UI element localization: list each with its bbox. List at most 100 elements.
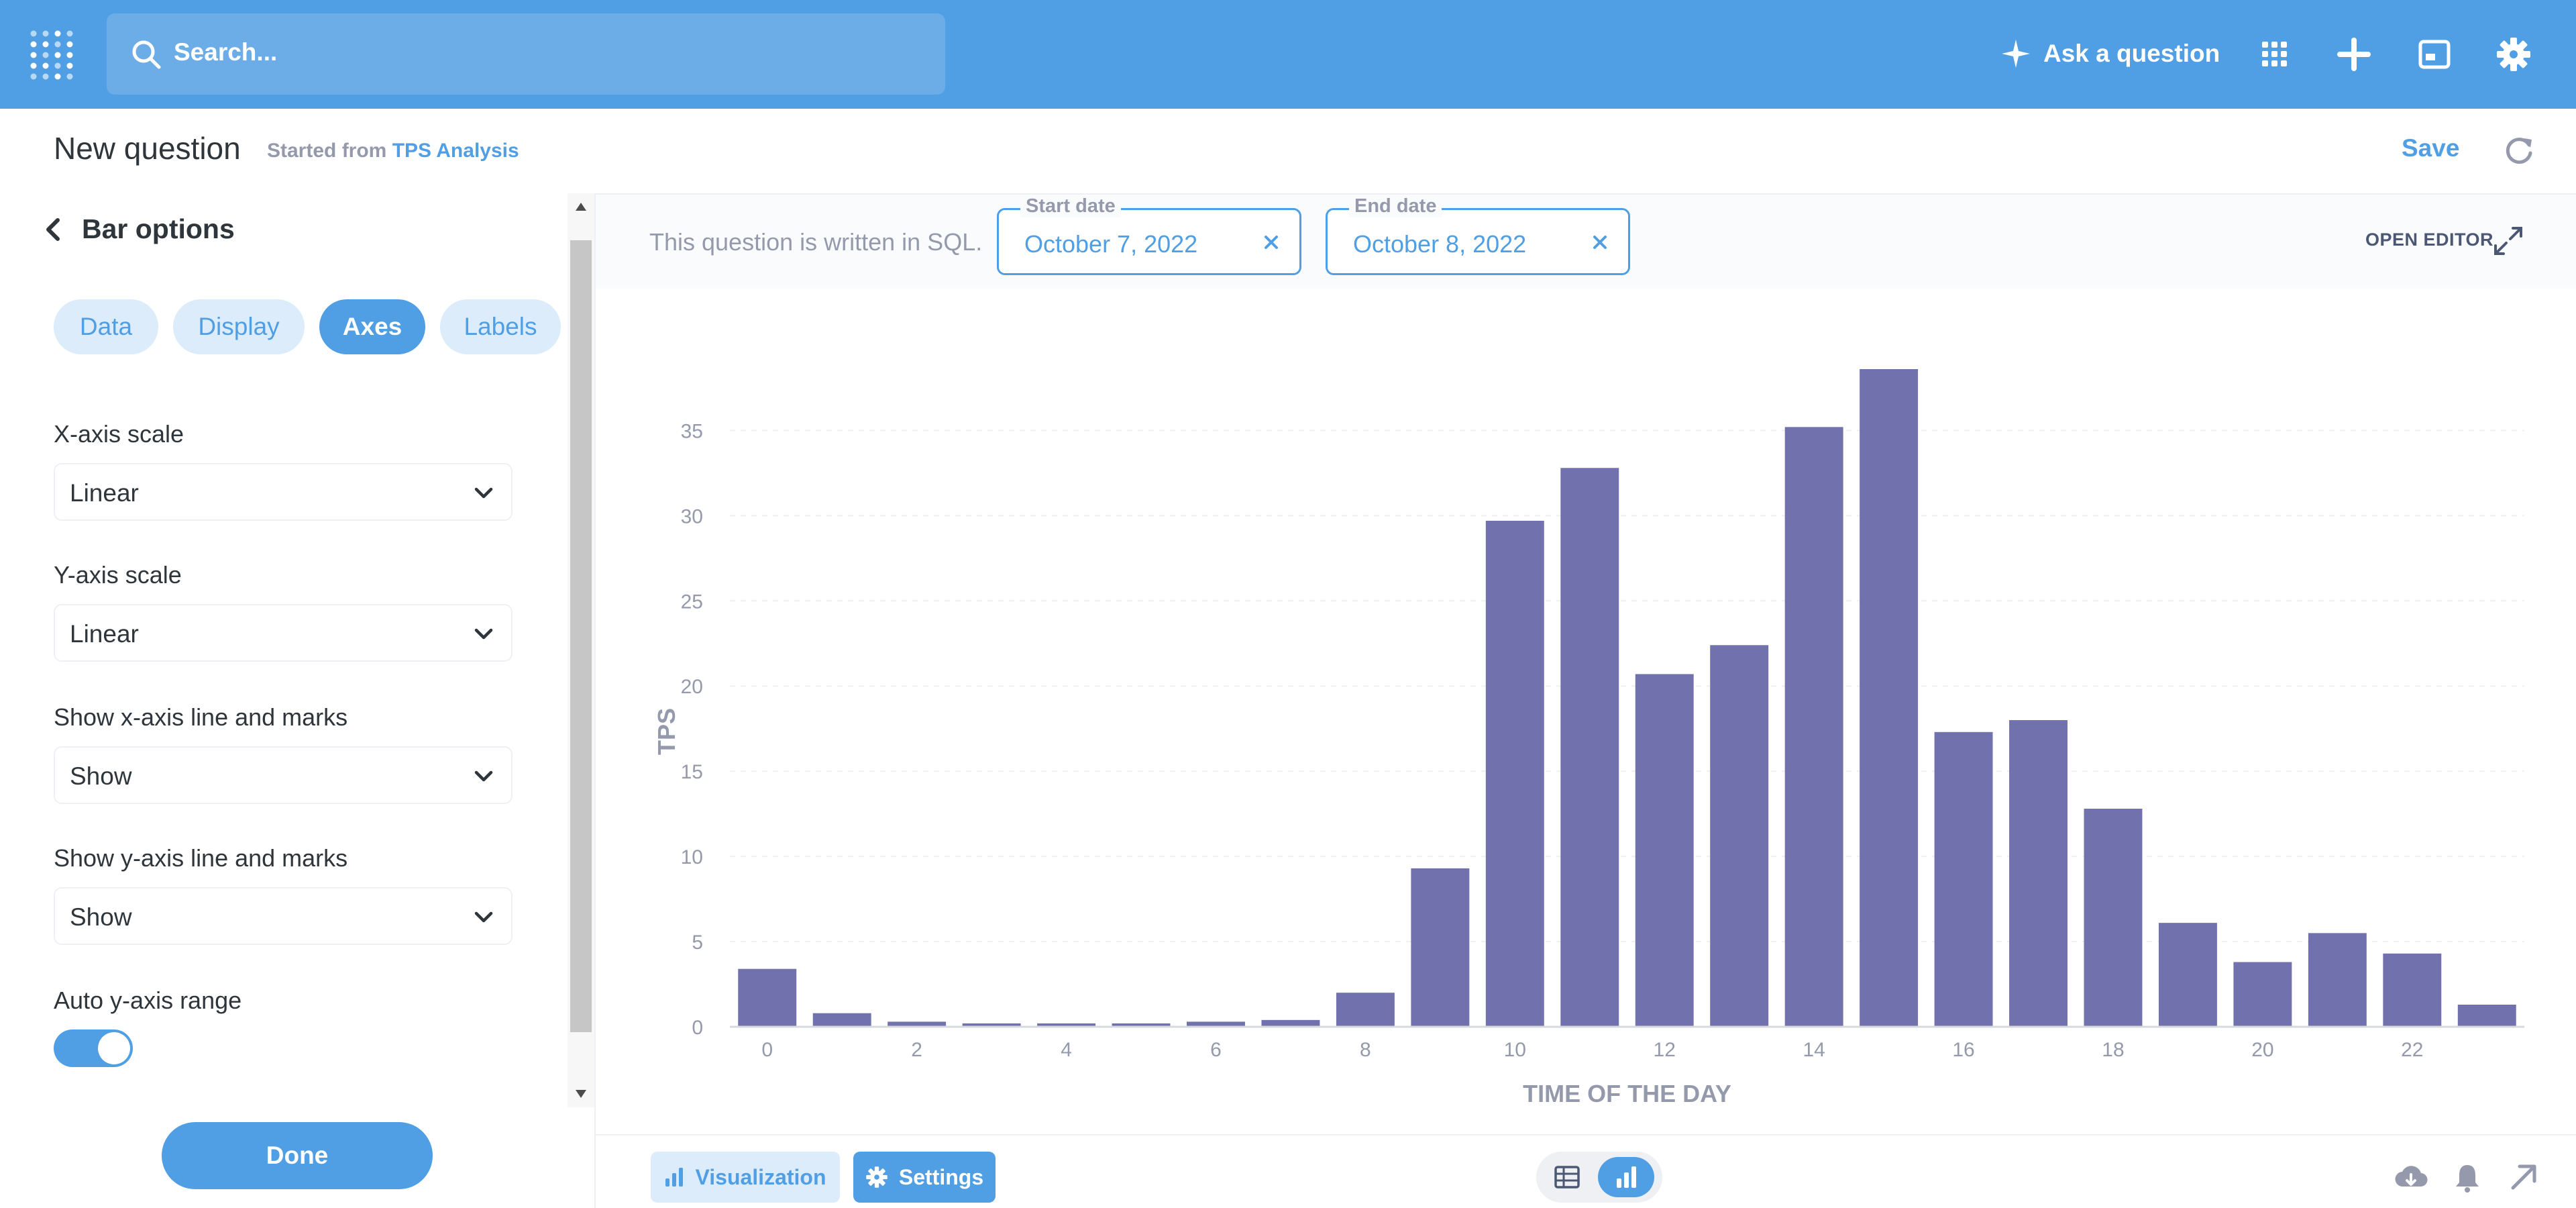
y-tick-label: 15: [681, 761, 703, 783]
bar[interactable]: [1336, 993, 1395, 1027]
bar[interactable]: [2233, 962, 2292, 1027]
table-icon[interactable]: [1554, 1164, 1580, 1191]
bar[interactable]: [962, 1023, 1021, 1027]
bar[interactable]: [2158, 923, 2217, 1027]
tab-display[interactable]: Display: [173, 299, 305, 354]
notebook-icon[interactable]: [2416, 36, 2453, 72]
bar[interactable]: [812, 1013, 871, 1027]
chevron-down-icon: [474, 770, 493, 782]
bar[interactable]: [1411, 868, 1470, 1027]
show-x-axis-select[interactable]: Show: [54, 746, 513, 804]
tab-data[interactable]: Data: [54, 299, 158, 354]
sparkle-icon: [2002, 40, 2030, 68]
y-axis-title: TPS: [653, 708, 680, 755]
open-editor-button[interactable]: OPEN EDITOR: [2365, 230, 2494, 250]
bar[interactable]: [1037, 1023, 1096, 1027]
tab-labels[interactable]: Labels: [440, 299, 561, 354]
bar[interactable]: [1261, 1019, 1320, 1027]
arrow-down-icon[interactable]: [574, 1089, 588, 1099]
show-y-axis-select[interactable]: Show: [54, 887, 513, 945]
page-title[interactable]: New question: [54, 131, 241, 166]
x-tick-label: 10: [1504, 1039, 1526, 1061]
view-toggle: [1536, 1152, 1662, 1203]
bar[interactable]: [1710, 645, 1769, 1027]
auto-y-axis-range-toggle[interactable]: [54, 1029, 133, 1067]
settings-label: Settings: [898, 1164, 984, 1189]
x-tick-label: 16: [1952, 1039, 1974, 1061]
y-tick-label: 30: [681, 505, 703, 527]
plus-icon[interactable]: [2336, 36, 2372, 72]
save-button[interactable]: Save: [2402, 134, 2460, 162]
bar[interactable]: [1635, 674, 1694, 1027]
bar[interactable]: [2084, 809, 2143, 1027]
done-button[interactable]: Done: [162, 1122, 433, 1189]
x-axis-scale-value: Linear: [70, 479, 139, 507]
scrollbar-thumb[interactable]: [570, 240, 592, 1032]
top-nav: Search... Ask a question: [0, 0, 2576, 109]
close-icon[interactable]: [1592, 234, 1608, 250]
back-to-chart-settings[interactable]: Bar options: [42, 213, 235, 245]
start-date-filter[interactable]: Start date October 7, 2022: [997, 195, 1301, 275]
x-axis-scale-label: X-axis scale: [54, 420, 184, 448]
bar[interactable]: [1860, 369, 1919, 1027]
chevron-left-icon: [46, 217, 60, 241]
tab-axes[interactable]: Axes: [319, 299, 425, 354]
close-icon[interactable]: [1263, 234, 1279, 250]
y-tick-label: 5: [692, 932, 703, 954]
gear-icon: [866, 1166, 888, 1188]
x-tick-label: 8: [1360, 1039, 1371, 1061]
end-date-filter[interactable]: End date October 8, 2022: [1326, 195, 1630, 275]
sidebar-scrollbar[interactable]: [568, 193, 594, 1107]
x-tick-label: 14: [1803, 1039, 1825, 1061]
show-y-axis-value: Show: [70, 903, 132, 931]
chevron-down-icon: [474, 628, 493, 640]
arrow-up-icon[interactable]: [574, 201, 588, 212]
bar-chart-icon: [665, 1168, 684, 1187]
y-axis-scale-select[interactable]: Linear: [54, 604, 513, 662]
y-axis-scale-label: Y-axis scale: [54, 561, 182, 589]
expand-icon[interactable]: [2491, 224, 2525, 258]
bar[interactable]: [1187, 1021, 1245, 1027]
chart-view-button[interactable]: [1598, 1157, 1654, 1197]
bar[interactable]: [1934, 732, 1993, 1027]
x-tick-label: 22: [2401, 1039, 2423, 1061]
bar[interactable]: [738, 968, 797, 1027]
bell-icon[interactable]: [2450, 1160, 2485, 1195]
sql-note: This question is written in SQL.: [649, 228, 983, 256]
visualization-button[interactable]: Visualization: [651, 1152, 840, 1203]
ask-question-button[interactable]: Ask a question: [2000, 34, 2220, 74]
bar[interactable]: [888, 1021, 947, 1027]
start-date-label: Start date: [1020, 195, 1121, 217]
x-tick-label: 0: [761, 1039, 773, 1061]
y-tick-label: 0: [692, 1017, 703, 1039]
settings-tabs: Data Display Axes Labels: [54, 299, 561, 354]
refresh-icon[interactable]: [2502, 134, 2536, 168]
bar[interactable]: [1112, 1023, 1171, 1027]
chevron-down-icon: [474, 487, 493, 499]
filter-bar: This question is written in SQL. Start d…: [596, 195, 2576, 290]
source-question-link[interactable]: TPS Analysis: [392, 140, 519, 162]
bar[interactable]: [1485, 520, 1544, 1027]
x-tick-label: 18: [2102, 1039, 2124, 1061]
bar[interactable]: [1784, 427, 1843, 1027]
bar-chart: 0 5 10 15 20 25 30 35 0 2 4 6 8 10 12 14 16 18 20 22 TIME OF…: [653, 369, 2524, 1107]
share-arrow-icon[interactable]: [2506, 1160, 2541, 1195]
y-axis-scale-value: Linear: [70, 620, 139, 648]
settings-button[interactable]: Settings: [853, 1152, 996, 1203]
chevron-down-icon: [474, 911, 493, 923]
started-from: Started from TPS Analysis: [267, 140, 519, 162]
gear-icon[interactable]: [2496, 36, 2532, 72]
logo-icon[interactable]: [30, 30, 78, 81]
bar[interactable]: [2383, 953, 2442, 1027]
search-input[interactable]: Search...: [107, 13, 945, 95]
grid-icon[interactable]: [2257, 36, 2293, 72]
bar[interactable]: [2009, 720, 2068, 1027]
footer-bar: Visualization Settings: [596, 1134, 2576, 1208]
download-icon[interactable]: [2394, 1160, 2428, 1195]
x-axis-scale-select[interactable]: Linear: [54, 463, 513, 521]
bar[interactable]: [1560, 468, 1619, 1027]
y-tick-label: 25: [681, 591, 703, 613]
bar[interactable]: [2457, 1004, 2516, 1027]
bar[interactable]: [2308, 933, 2367, 1027]
y-tick-label: 10: [681, 846, 703, 868]
